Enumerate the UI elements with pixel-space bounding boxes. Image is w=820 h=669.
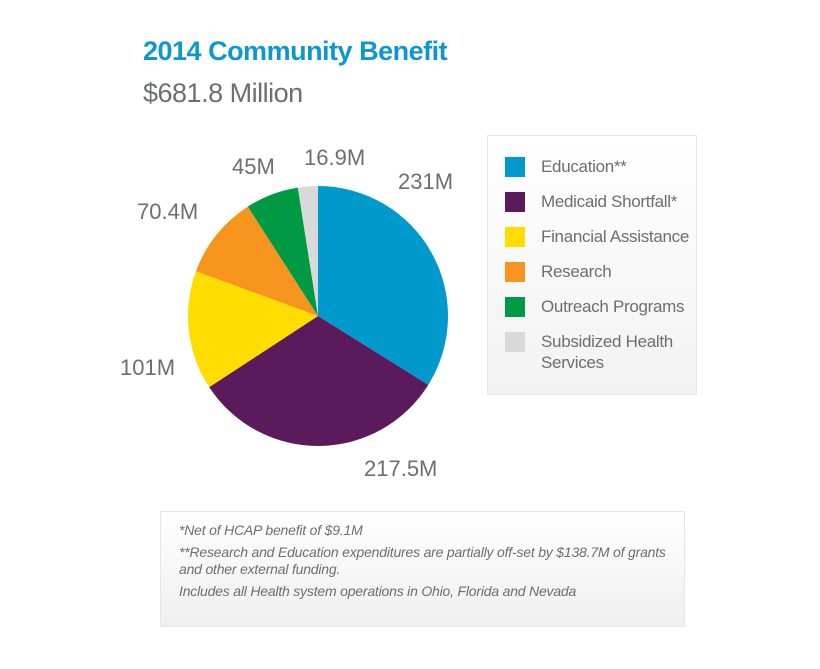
- footnote-hcap: *Net of HCAP benefit of $9.1M: [179, 522, 363, 538]
- data-label: 217.5M: [364, 456, 437, 481]
- legend-label: Subsidized Health Services: [541, 332, 673, 372]
- chart-subtitle: $681.8 Million: [143, 78, 303, 108]
- data-label: 70.4M: [137, 199, 198, 224]
- data-label: 16.9M: [304, 145, 365, 170]
- legend-label: Education**: [541, 157, 627, 176]
- data-label: 101M: [120, 355, 175, 380]
- legend: Education** Medicaid Shortfall* Financial …: [487, 135, 697, 395]
- footnote-operations: Includes all Health system operations in…: [179, 583, 577, 599]
- pie-slice-financial-assistance: [187, 271, 318, 388]
- legend-swatch: [505, 262, 525, 282]
- legend-swatch: [505, 227, 525, 247]
- legend-item: Outreach Programs: [505, 296, 696, 317]
- pie-slice-research: [195, 206, 318, 316]
- legend-item: Research: [505, 261, 696, 282]
- pie-slice-medicaid-shortfall: [209, 316, 429, 447]
- legend-label: Financial Assistance: [541, 227, 690, 246]
- chart-title: 2014 Community Benefit: [143, 36, 448, 66]
- legend-swatch: [505, 297, 525, 317]
- legend-label: Outreach Programs: [541, 297, 685, 316]
- legend-label: Research: [541, 262, 612, 281]
- legend-label: Medicaid Shortfall*: [541, 192, 678, 211]
- pie-slice-education: [318, 186, 448, 385]
- data-label: 231M: [398, 169, 453, 194]
- legend-item: Financial Assistance: [505, 226, 696, 247]
- pie-slice-subsidized-health-services: [297, 186, 318, 316]
- legend-swatch: [505, 192, 525, 212]
- legend-swatch: [505, 332, 525, 352]
- legend-item: Subsidized Health Services: [505, 331, 696, 373]
- footnotes: *Net of HCAP benefit of $9.1M **Research…: [160, 511, 685, 627]
- pie-slice-outreach-programs: [247, 187, 318, 316]
- legend-item: Medicaid Shortfall*: [505, 191, 696, 212]
- legend-swatch: [505, 157, 525, 177]
- data-label: 45M: [232, 154, 275, 179]
- footnote-grants: **Research and Education expenditures ar…: [179, 544, 666, 577]
- legend-item: Education**: [505, 156, 696, 177]
